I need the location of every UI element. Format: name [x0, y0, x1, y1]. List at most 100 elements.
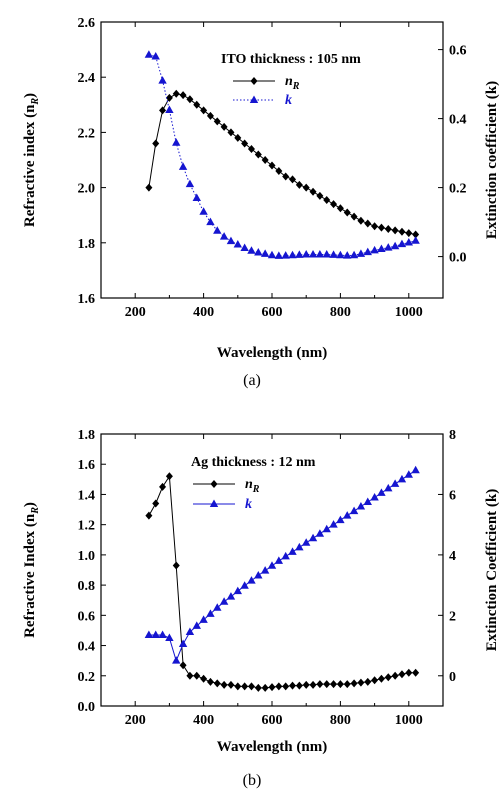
data-point — [233, 586, 242, 595]
data-point — [412, 230, 420, 239]
data-point — [152, 499, 160, 508]
data-point — [165, 105, 174, 113]
data-point — [267, 561, 277, 569]
data-point — [377, 244, 386, 253]
data-point — [233, 240, 242, 248]
data-point — [213, 226, 222, 234]
data-point — [371, 222, 379, 231]
data-point — [329, 250, 338, 258]
data-point — [281, 551, 290, 560]
data-point — [179, 661, 187, 670]
data-point — [316, 191, 324, 200]
data-point — [185, 179, 195, 188]
data-point — [411, 236, 420, 244]
data-point — [260, 249, 270, 257]
legend-label: k — [285, 93, 292, 108]
series-1 — [144, 50, 420, 259]
y2-axis-label: Extinction coefficient (k) — [484, 81, 500, 239]
data-point — [226, 592, 236, 600]
data-point — [254, 683, 262, 692]
data-point — [397, 474, 407, 483]
data-point — [404, 470, 413, 478]
legend-label: nR — [285, 74, 300, 92]
data-point — [282, 682, 290, 691]
y-tick-label: 2.2 — [78, 126, 96, 141]
series-0 — [145, 89, 420, 239]
data-point — [227, 128, 235, 137]
data-point — [213, 603, 222, 611]
data-point — [152, 139, 160, 148]
data-point — [289, 681, 297, 690]
data-point — [302, 183, 310, 192]
series-line — [148, 474, 416, 689]
y2-tick-label: 2 — [449, 609, 456, 624]
data-point — [405, 229, 413, 238]
data-point — [295, 180, 303, 189]
data-point — [193, 100, 201, 109]
data-point — [302, 538, 311, 546]
data-point — [144, 50, 154, 58]
data-point — [371, 676, 379, 685]
data-point — [349, 506, 359, 515]
data-point — [384, 673, 392, 682]
panel-label: (b) — [243, 772, 262, 789]
data-point — [288, 547, 297, 555]
data-point — [254, 150, 262, 159]
data-point — [165, 633, 174, 641]
data-point — [199, 207, 208, 215]
data-point — [350, 679, 358, 688]
y-tick-label: 1.8 — [78, 428, 96, 443]
data-point — [274, 556, 284, 564]
data-point — [151, 630, 160, 638]
annotation: Ag thickness : 12 nm — [191, 455, 316, 470]
data-point — [219, 597, 229, 605]
data-point — [377, 674, 385, 683]
series-line — [148, 93, 416, 235]
data-point — [377, 223, 385, 232]
data-point — [323, 196, 331, 205]
annotation: ITO thickness : 105 nm — [221, 52, 361, 67]
data-point — [336, 250, 345, 259]
data-point — [323, 680, 331, 689]
y-tick-label: 2.4 — [78, 71, 96, 86]
data-point — [274, 251, 284, 259]
data-point — [192, 621, 201, 629]
data-point — [363, 497, 372, 505]
y2-tick-label: 8 — [449, 428, 456, 443]
data-point — [282, 172, 290, 181]
data-point — [295, 542, 304, 551]
data-point — [398, 227, 406, 236]
data-point — [343, 251, 352, 259]
data-point — [349, 250, 359, 259]
data-point — [159, 106, 167, 115]
legend-marker — [209, 499, 219, 507]
data-point — [192, 193, 201, 201]
data-point — [322, 524, 331, 533]
data-point — [295, 681, 303, 690]
data-point — [391, 671, 399, 680]
data-point — [172, 89, 180, 98]
data-point — [234, 133, 242, 142]
data-point — [398, 670, 406, 679]
data-point — [357, 678, 365, 687]
data-point — [364, 677, 372, 686]
data-point — [268, 683, 276, 692]
x-tick-label: 200 — [125, 305, 146, 320]
y-tick-label: 1.2 — [78, 519, 96, 534]
data-point — [241, 682, 249, 691]
data-point — [158, 630, 167, 638]
data-point — [226, 236, 236, 245]
data-point — [199, 615, 208, 623]
data-point — [227, 680, 235, 689]
data-point — [220, 680, 228, 689]
data-point — [186, 671, 194, 680]
data-point — [186, 95, 194, 104]
data-point — [145, 511, 153, 520]
y-tick-label: 2.6 — [78, 16, 96, 31]
x-tick-label: 800 — [330, 713, 351, 728]
chart-panel-1: 200 400 600 800 1000 0.0 0.2 0.4 0.6 0.8 1.0 1.2 1.4… — [22, 428, 500, 789]
data-point — [281, 251, 290, 259]
data-point — [364, 219, 372, 228]
chart-panel-0: 200 400 600 800 1000 1.6 1.8 2.0 2.2 2.4 2.6 0.0 0.2… — [22, 16, 500, 389]
